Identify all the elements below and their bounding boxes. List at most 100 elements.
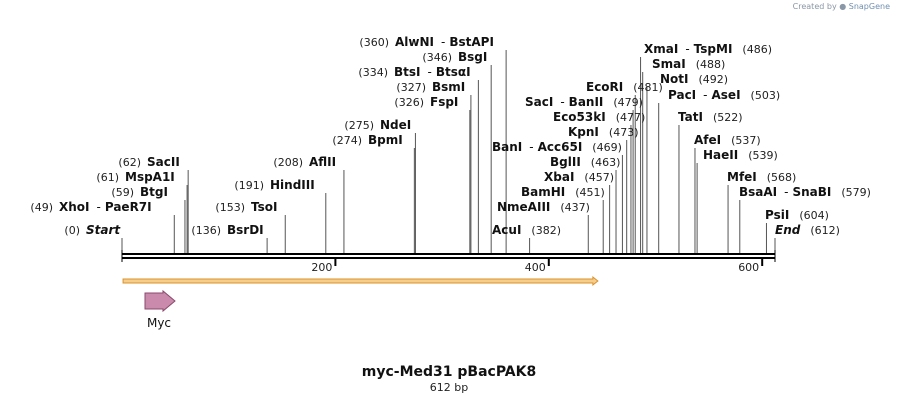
orf-arrow[interactable] <box>122 275 599 287</box>
site-label-fspi[interactable]: FspI <box>430 95 458 109</box>
site-name-tsoi: TsoI <box>251 200 277 214</box>
site-name-bsaai: BsaAI <box>739 185 777 199</box>
site-label-btsi[interactable]: BtsI - BtsαI <box>394 65 471 79</box>
site-pos-noti: (492) <box>699 73 729 86</box>
site-pos-paci: (503) <box>751 89 781 102</box>
site-label-bsaai[interactable]: BsaAI - SnaBI (579) <box>739 185 871 199</box>
site-name-xbai: XbaI <box>544 170 574 184</box>
site-name-afei: AfeI <box>694 133 721 147</box>
site-name-bsrdi: BsrDI <box>227 223 264 237</box>
site-name-saci: SacI <box>525 95 553 109</box>
site-label-end[interactable]: End (612) <box>775 223 840 237</box>
snapgene-logo-icon: ● <box>839 2 847 11</box>
axis-tick-label-600: 600 <box>738 261 759 274</box>
site-pos-start: (0) <box>64 224 80 237</box>
site-pos-xbai: (457) <box>584 171 614 184</box>
site-pos-saci: (479) <box>613 96 643 109</box>
site-pos-ecori: (481) <box>633 81 663 94</box>
site-pos-bani: (469) <box>592 141 622 154</box>
site-name-bamhi: BamHI <box>521 185 565 199</box>
site-name-start: Start <box>86 223 121 237</box>
site-separator: - <box>428 65 432 79</box>
site-name-bsgi: BsgI <box>458 50 487 64</box>
site-label-paci[interactable]: PacI - AseI (503) <box>668 88 780 102</box>
created-by-text: Created by <box>792 2 837 11</box>
site-label-nmeaiii[interactable]: NmeAIII (437) <box>497 200 590 214</box>
site-label-sacii[interactable]: SacII <box>147 155 180 169</box>
site-name-paci: PacI <box>668 88 696 102</box>
site-pos-fspi: (326) <box>394 96 424 109</box>
site-name-ecori: EcoRI <box>586 80 623 94</box>
site-label-noti[interactable]: NotI (492) <box>660 72 728 86</box>
site-name-btgi: BtgI <box>140 185 168 199</box>
site-name-eco53ki: Eco53kI <box>553 110 606 124</box>
site-label-xhoi[interactable]: XhoI - PaeR7I <box>59 200 152 214</box>
site-pos-bglii: (463) <box>591 156 621 169</box>
site-pos-bsaai: (579) <box>841 186 871 199</box>
site-pos-end: (612) <box>810 224 840 237</box>
site-label-ndei[interactable]: NdeI <box>380 118 411 132</box>
site-label-acui[interactable]: AcuI (382) <box>492 223 561 237</box>
site-label-bpmi[interactable]: BpmI <box>368 133 403 147</box>
site-label-hindiii[interactable]: HindIII <box>270 178 315 192</box>
site-separator: - <box>685 42 689 56</box>
site-name-end: End <box>775 223 801 237</box>
site-pos-mspa1i: (61) <box>96 171 119 184</box>
site-name-mfei: MfeI <box>727 170 757 184</box>
site-label-tati[interactable]: TatI (522) <box>678 110 743 124</box>
myc-feature-arrow[interactable] <box>144 289 176 313</box>
site-pos-bsmi: (327) <box>396 81 426 94</box>
site-name-snabi: SnaBI <box>792 185 831 199</box>
myc-feature-label: Myc <box>147 316 171 330</box>
site-label-psii[interactable]: PsiI (604) <box>765 208 829 222</box>
site-pos-afei: (537) <box>731 134 761 147</box>
site-label-afei[interactable]: AfeI (537) <box>694 133 761 147</box>
site-label-bglii[interactable]: BglII (463) <box>550 155 620 169</box>
site-name-aflii: AflII <box>309 155 336 169</box>
snapgene-watermark: Created by ● SnapGene <box>793 2 890 11</box>
site-pos-btsi: (334) <box>358 66 388 79</box>
site-label-bsmi[interactable]: BsmI <box>432 80 465 94</box>
site-label-xbai[interactable]: XbaI (457) <box>544 170 614 184</box>
site-label-smai[interactable]: SmaI (488) <box>652 57 725 71</box>
site-pos-smai: (488) <box>696 58 726 71</box>
site-separator: - <box>784 185 788 199</box>
site-name-sacii: SacII <box>147 155 180 169</box>
site-label-xmai[interactable]: XmaI - TspMI (486) <box>644 42 772 56</box>
site-name-xmai: XmaI <box>644 42 678 56</box>
site-label-btgi[interactable]: BtgI <box>140 185 168 199</box>
plasmid-length: 612 bp <box>429 381 469 394</box>
site-label-aflii[interactable]: AflII <box>309 155 336 169</box>
site-name-fspi: FspI <box>430 95 458 109</box>
site-label-saci[interactable]: SacI - BanII (479) <box>525 95 643 109</box>
site-separator: - <box>703 88 707 102</box>
site-label-kpni[interactable]: KpnI (473) <box>568 125 639 139</box>
site-label-bsrdi[interactable]: BsrDI <box>227 223 264 237</box>
axis-tick-label-400: 400 <box>525 261 546 274</box>
site-label-eco53ki[interactable]: Eco53kI (477) <box>553 110 645 124</box>
site-name-asei: AseI <box>712 88 741 102</box>
site-pos-eco53ki: (477) <box>616 111 646 124</box>
site-label-bani[interactable]: BanI - Acc65I (469) <box>492 140 622 154</box>
site-pos-xmai: (486) <box>742 43 772 56</box>
site-name-btsαi: BtsαI <box>436 65 471 79</box>
site-name-acui: AcuI <box>492 223 521 237</box>
site-separator: - <box>529 140 533 154</box>
site-label-mspa1i[interactable]: MspA1I <box>125 170 175 184</box>
site-label-ecori[interactable]: EcoRI (481) <box>586 80 663 94</box>
site-name-banii: BanII <box>569 95 604 109</box>
site-separator: - <box>560 95 564 109</box>
site-label-haeii[interactable]: HaeII (539) <box>703 148 778 162</box>
site-label-bsgi[interactable]: BsgI <box>458 50 487 64</box>
site-name-haeii: HaeII <box>703 148 738 162</box>
site-pos-bsgi: (346) <box>422 51 452 64</box>
site-label-bamhi[interactable]: BamHI (451) <box>521 185 605 199</box>
site-label-mfei[interactable]: MfeI (568) <box>727 170 796 184</box>
site-label-alwni[interactable]: AlwNI - BstAPI <box>395 35 494 49</box>
site-pos-bamhi: (451) <box>575 186 605 199</box>
site-name-bani: BanI <box>492 140 522 154</box>
site-name-hindiii: HindIII <box>270 178 315 192</box>
site-label-start[interactable]: Start <box>86 223 121 237</box>
site-pos-ndei: (275) <box>344 119 374 132</box>
site-label-tsoi[interactable]: TsoI <box>251 200 277 214</box>
